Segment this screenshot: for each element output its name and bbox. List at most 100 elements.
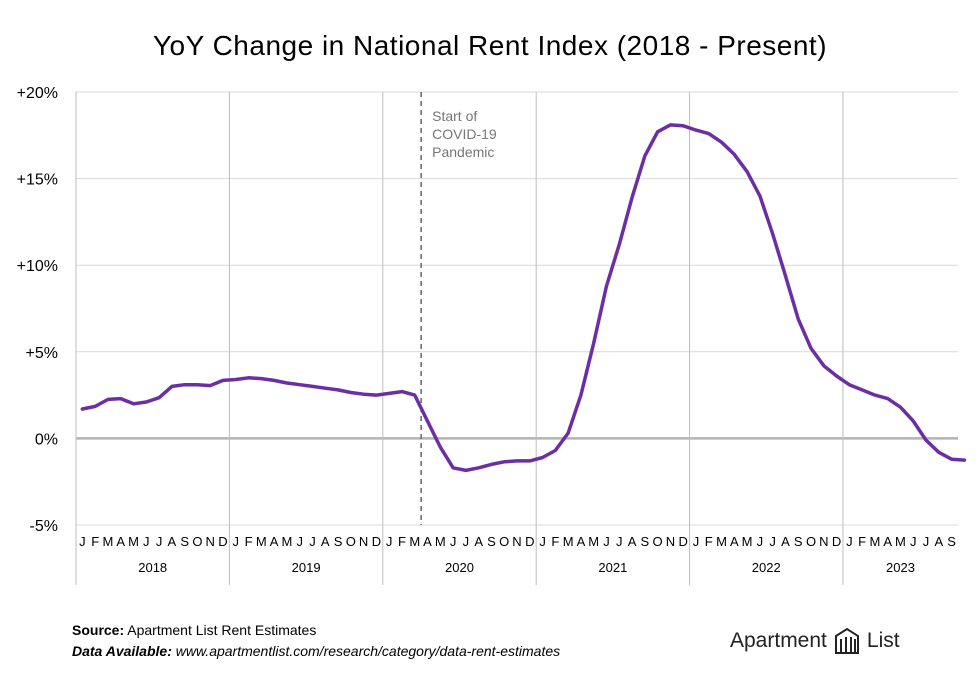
source-text: Apartment List Rent Estimates <box>127 622 317 638</box>
data-available-label: Data Available: <box>72 643 172 659</box>
y-tick-label: +10% <box>17 258 58 275</box>
month-label: A <box>781 534 790 549</box>
logo-word-apartment: Apartment <box>730 629 827 652</box>
month-label: J <box>450 534 457 549</box>
month-label: F <box>398 534 406 549</box>
month-label: M <box>742 534 753 549</box>
y-tick-label: 0% <box>35 431 58 448</box>
month-label: O <box>346 534 356 549</box>
month-label: O <box>806 534 816 549</box>
month-label: M <box>588 534 599 549</box>
year-labels: 2018 2019 2020 2021 2022 2023 <box>138 560 915 575</box>
year-label: 2021 <box>598 560 627 575</box>
month-label: M <box>895 534 906 549</box>
data-available-url[interactable]: www.apartmentlist.com/research/category/… <box>175 643 561 659</box>
month-label: D <box>832 534 841 549</box>
month-label: N <box>206 534 215 549</box>
month-label: J <box>309 534 316 549</box>
month-label: M <box>563 534 574 549</box>
year-label: 2023 <box>886 560 915 575</box>
month-label: A <box>270 534 279 549</box>
year-label: 2019 <box>292 560 321 575</box>
year-label: 2018 <box>138 560 167 575</box>
month-label: M <box>281 534 292 549</box>
month-label: N <box>359 534 368 549</box>
year-dividers <box>75 92 844 585</box>
month-label: J <box>463 534 470 549</box>
month-label: F <box>705 534 713 549</box>
month-label: J <box>846 534 853 549</box>
month-label: J <box>79 534 86 549</box>
footer: Source: Apartment List Rent Estimates Da… <box>72 620 560 662</box>
month-label: S <box>640 534 649 549</box>
series-line <box>80 123 967 473</box>
month-label: M <box>409 534 420 549</box>
year-label: 2020 <box>445 560 474 575</box>
data-available-line: Data Available: www.apartmentlist.com/re… <box>72 641 560 662</box>
month-label: M <box>869 534 880 549</box>
y-gridlines <box>76 91 958 526</box>
month-label: D <box>525 534 534 549</box>
month-label: J <box>233 534 240 549</box>
chart-title: YoY Change in National Rent Index (2018 … <box>152 30 828 61</box>
y-axis-labels: +20% +15% +10% +5% 0% -5% <box>17 85 58 535</box>
month-label: S <box>334 534 343 549</box>
apartment-list-logo: Apartment List <box>730 626 900 656</box>
month-label: A <box>934 534 943 549</box>
month-label: M <box>435 534 446 549</box>
month-label: A <box>474 534 483 549</box>
y-tick-label: +15% <box>17 172 58 189</box>
month-label: S <box>794 534 803 549</box>
month-label: S <box>180 534 189 549</box>
source-line: Source: Apartment List Rent Estimates <box>72 620 560 641</box>
month-label: J <box>539 534 546 549</box>
month-label: A <box>577 534 586 549</box>
month-label: A <box>628 534 637 549</box>
month-label: O <box>192 534 202 549</box>
annotation-text: COVID-19 <box>432 126 497 142</box>
month-label: D <box>218 534 227 549</box>
month-label: A <box>883 534 892 549</box>
month-label: S <box>947 534 956 549</box>
month-label: J <box>910 534 917 549</box>
month-label: A <box>321 534 330 549</box>
y-tick-label: +5% <box>26 345 58 362</box>
logo-word-list: List <box>866 629 900 652</box>
month-label: M <box>256 534 267 549</box>
month-label: M <box>716 534 727 549</box>
month-label: M <box>103 534 114 549</box>
year-label: 2022 <box>752 560 781 575</box>
month-label: J <box>693 534 700 549</box>
annotation-text: Start of <box>432 108 477 124</box>
month-label: O <box>653 534 663 549</box>
source-label: Source: <box>72 622 125 638</box>
month-label: J <box>386 534 393 549</box>
building-logo-icon <box>834 627 859 654</box>
month-label: J <box>923 534 930 549</box>
month-label: J <box>143 534 150 549</box>
month-label: J <box>769 534 776 549</box>
month-label: F <box>91 534 99 549</box>
month-label: A <box>168 534 177 549</box>
month-label: M <box>128 534 139 549</box>
month-label: J <box>603 534 610 549</box>
month-label: N <box>819 534 828 549</box>
month-label: J <box>757 534 764 549</box>
y-tick-label: -5% <box>30 518 58 535</box>
y-tick-label: +20% <box>17 85 58 102</box>
month-label: J <box>156 534 163 549</box>
month-label: F <box>245 534 253 549</box>
month-label: S <box>487 534 496 549</box>
month-label: N <box>512 534 521 549</box>
month-label: D <box>372 534 381 549</box>
month-label: F <box>858 534 866 549</box>
covid-annotation: Start of COVID-19 Pandemic <box>420 92 497 525</box>
month-label: A <box>730 534 739 549</box>
annotation-text: Pandemic <box>432 144 494 160</box>
month-label: J <box>616 534 623 549</box>
month-label: O <box>499 534 509 549</box>
month-label: A <box>116 534 125 549</box>
month-label: D <box>678 534 687 549</box>
